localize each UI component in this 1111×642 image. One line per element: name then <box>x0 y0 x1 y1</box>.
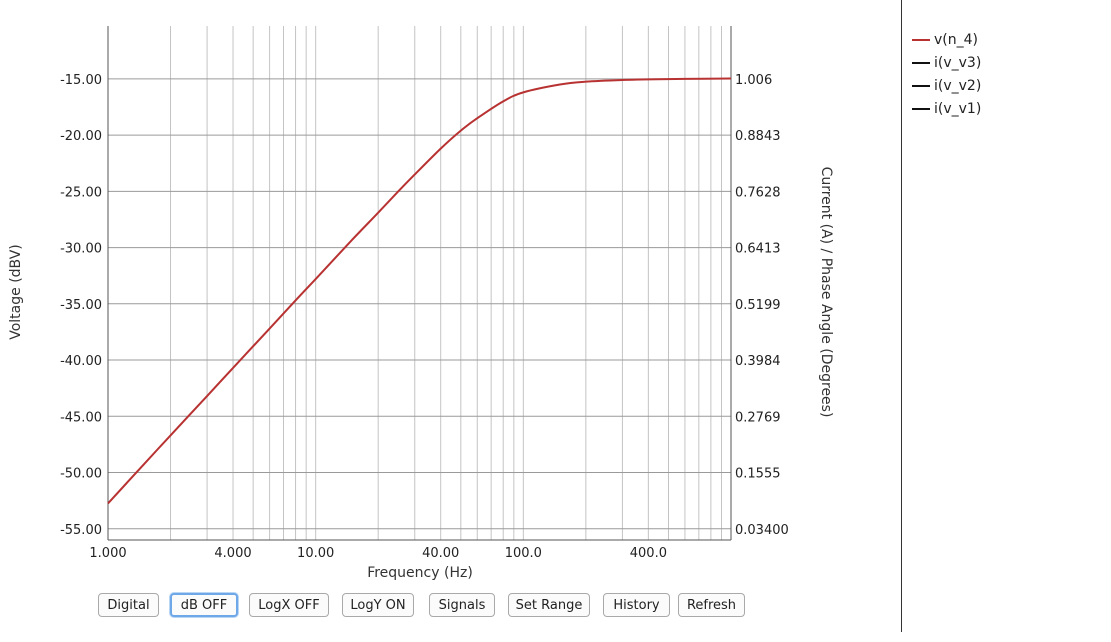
plot-frame <box>107 26 732 541</box>
legend-item[interactable]: v(n_4) <box>912 28 981 51</box>
legend-label: v(n_4) <box>934 31 978 48</box>
legend-swatch <box>912 61 930 64</box>
legend-swatch <box>912 84 930 87</box>
y2-tick-label: 0.2769 <box>735 410 781 425</box>
history-button[interactable]: History <box>603 593 670 617</box>
y-axis-title: Voltage (dBV) <box>8 244 24 340</box>
series-lines <box>107 77 732 505</box>
legend-item[interactable]: i(v_v1) <box>912 97 981 120</box>
y2-tick-label: 0.1555 <box>735 467 781 482</box>
y-tick-label: -35.00 <box>60 298 102 313</box>
legend-label: i(v_v2) <box>934 77 982 94</box>
x-tick-label: 1.000 <box>89 546 126 561</box>
refresh-button[interactable]: Refresh <box>678 593 745 617</box>
legend-swatch <box>912 107 930 110</box>
x-axis-title: Frequency (Hz) <box>367 565 473 581</box>
panel-divider <box>901 0 902 632</box>
logx-off-button[interactable]: LogX OFF <box>249 593 329 617</box>
x-tick-label: 400.0 <box>630 546 667 561</box>
legend-swatch <box>912 38 930 41</box>
y-tick-label: -20.00 <box>60 129 102 144</box>
y-tick-label: -45.00 <box>60 410 102 425</box>
grid-lines <box>108 26 731 540</box>
y-tick-label: -25.00 <box>60 185 102 200</box>
legend-label: i(v_v3) <box>934 54 982 71</box>
y-tick-label: -40.00 <box>60 354 102 369</box>
series-line-v-n-4- <box>107 77 732 505</box>
x-tick-labels: 1.000 4.000 10.00 40.00 100.0 400.0 <box>89 546 667 561</box>
y-tick-label: -15.00 <box>60 73 102 88</box>
y-tick-label: -55.00 <box>60 523 102 538</box>
left-y-tick-labels: -55.00 -50.00 -45.00 -40.00 -35.00 -30.00 -25.… <box>60 73 102 538</box>
legend-label: i(v_v1) <box>934 100 982 117</box>
db-off-button[interactable]: dB OFF <box>170 593 238 617</box>
y2-tick-label: 0.03400 <box>735 523 789 538</box>
set-range-button[interactable]: Set Range <box>508 593 590 617</box>
y2-axis-title: Current (A) / Phase Angle (Degrees) <box>818 167 834 418</box>
y2-tick-label: 0.8843 <box>735 129 781 144</box>
y2-tick-label: 0.6413 <box>735 242 781 257</box>
digital-button[interactable]: Digital <box>98 593 159 617</box>
legend: v(n_4) i(v_v3) i(v_v2) i(v_v1) <box>912 28 981 120</box>
y2-tick-label: 0.7628 <box>735 185 781 200</box>
y2-tick-label: 0.3984 <box>735 354 781 369</box>
legend-item[interactable]: i(v_v2) <box>912 74 981 97</box>
x-tick-label: 10.00 <box>297 546 334 561</box>
x-tick-label: 100.0 <box>505 546 542 561</box>
legend-item[interactable]: i(v_v3) <box>912 51 981 74</box>
right-y-tick-labels: 0.03400 0.1555 0.2769 0.3984 0.5199 0.6413 0.7… <box>735 73 789 538</box>
y-tick-label: -50.00 <box>60 467 102 482</box>
logy-on-button[interactable]: LogY ON <box>342 593 414 617</box>
y-tick-label: -30.00 <box>60 242 102 257</box>
signals-button[interactable]: Signals <box>429 593 495 617</box>
y2-tick-label: 0.5199 <box>735 298 781 313</box>
x-tick-label: 4.000 <box>214 546 251 561</box>
x-tick-label: 40.00 <box>422 546 459 561</box>
y2-tick-label: 1.006 <box>735 73 772 88</box>
